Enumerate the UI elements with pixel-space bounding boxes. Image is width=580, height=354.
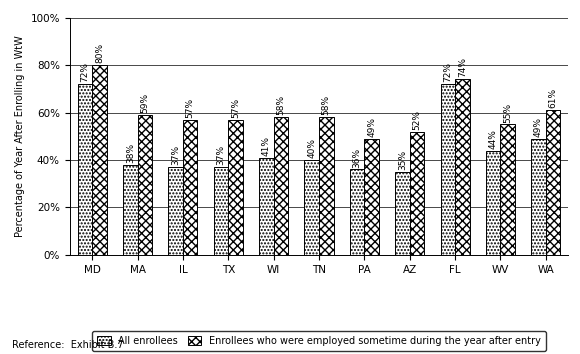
Bar xyxy=(501,125,515,255)
Bar xyxy=(531,139,546,255)
Text: 72%: 72% xyxy=(81,62,89,82)
Text: 37%: 37% xyxy=(216,145,226,165)
Bar xyxy=(168,167,183,255)
Text: 52%: 52% xyxy=(412,110,422,130)
Bar xyxy=(441,84,455,255)
Bar xyxy=(486,150,501,255)
Bar xyxy=(319,117,333,255)
Text: 49%: 49% xyxy=(534,117,543,137)
Bar xyxy=(229,120,243,255)
Bar xyxy=(409,132,424,255)
Bar xyxy=(92,65,107,255)
Text: 36%: 36% xyxy=(353,148,361,167)
Bar xyxy=(546,110,560,255)
Text: 80%: 80% xyxy=(95,43,104,63)
Bar xyxy=(183,120,197,255)
Y-axis label: Percentage of Year After Enrolling in WtW: Percentage of Year After Enrolling in Wt… xyxy=(15,35,25,237)
Bar xyxy=(364,139,379,255)
Bar xyxy=(274,117,288,255)
Text: 37%: 37% xyxy=(171,145,180,165)
Text: 40%: 40% xyxy=(307,138,316,158)
Bar xyxy=(259,158,274,255)
Bar xyxy=(137,115,152,255)
Text: 44%: 44% xyxy=(488,129,498,149)
Text: 57%: 57% xyxy=(231,98,240,118)
Text: 55%: 55% xyxy=(503,102,512,122)
Bar xyxy=(304,160,319,255)
Bar xyxy=(78,84,92,255)
Legend: All enrollees, Enrollees who were employed sometime during the year after entry: All enrollees, Enrollees who were employ… xyxy=(92,331,546,350)
Bar xyxy=(123,165,137,255)
Text: 74%: 74% xyxy=(458,57,467,78)
Text: 58%: 58% xyxy=(277,95,285,115)
Text: 61%: 61% xyxy=(549,88,557,108)
Text: 38%: 38% xyxy=(126,143,135,163)
Text: Reference:  Exhibit B.7: Reference: Exhibit B.7 xyxy=(12,341,123,350)
Bar xyxy=(395,172,409,255)
Text: 59%: 59% xyxy=(140,93,150,113)
Bar xyxy=(214,167,229,255)
Text: 58%: 58% xyxy=(322,95,331,115)
Text: 41%: 41% xyxy=(262,136,271,156)
Bar xyxy=(455,79,470,255)
Text: 35%: 35% xyxy=(398,150,407,170)
Text: 72%: 72% xyxy=(443,62,452,82)
Text: 57%: 57% xyxy=(186,98,195,118)
Text: 49%: 49% xyxy=(367,117,376,137)
Bar xyxy=(350,170,364,255)
